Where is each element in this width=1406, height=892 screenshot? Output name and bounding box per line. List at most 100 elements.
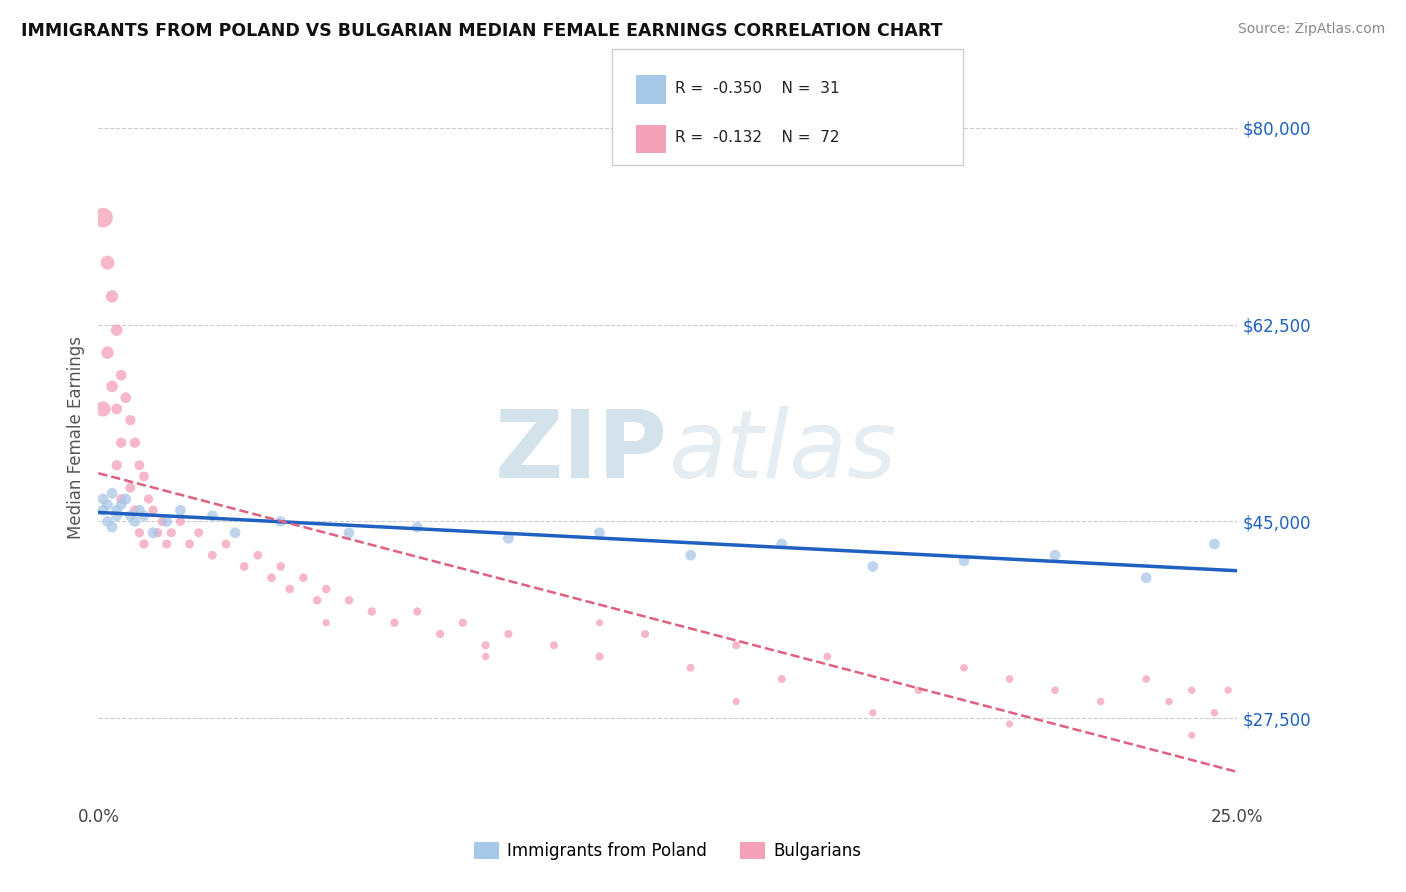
Point: [725, 638, 748, 652]
Point: [498, 627, 520, 641]
Point: [588, 525, 610, 540]
Point: [315, 615, 337, 630]
Point: [260, 571, 283, 585]
Point: [110, 491, 132, 506]
Point: [105, 323, 128, 337]
Point: [110, 435, 132, 450]
Point: [1157, 694, 1180, 708]
Point: [862, 559, 884, 574]
Point: [862, 706, 884, 720]
Text: R =  -0.132    N =  72: R = -0.132 N = 72: [675, 130, 839, 145]
Point: [233, 559, 256, 574]
Point: [360, 605, 382, 619]
Point: [429, 627, 451, 641]
Point: [679, 548, 702, 562]
Y-axis label: Median Female Earnings: Median Female Earnings: [66, 335, 84, 539]
Point: [91, 503, 114, 517]
Point: [169, 503, 191, 517]
Point: [1043, 548, 1066, 562]
Point: [224, 525, 246, 540]
Point: [1218, 683, 1240, 698]
Point: [907, 683, 929, 698]
Point: [124, 503, 146, 517]
Point: [292, 571, 315, 585]
Point: [953, 661, 976, 675]
Point: [543, 638, 565, 652]
Point: [124, 435, 146, 450]
Point: [588, 649, 610, 664]
Point: [105, 503, 128, 517]
Point: [187, 525, 209, 540]
Text: R =  -0.350    N =  31: R = -0.350 N = 31: [675, 81, 839, 96]
Point: [142, 525, 165, 540]
Point: [998, 717, 1021, 731]
Point: [1204, 706, 1226, 720]
Point: [406, 520, 429, 534]
Point: [679, 661, 702, 675]
Point: [128, 458, 150, 473]
Point: [120, 481, 142, 495]
Point: [150, 515, 173, 529]
Point: [246, 548, 269, 562]
Point: [1181, 683, 1204, 698]
Point: [101, 379, 124, 393]
Point: [1204, 537, 1226, 551]
Point: [1135, 571, 1157, 585]
Point: [91, 491, 114, 506]
Point: [215, 537, 238, 551]
Point: [120, 508, 142, 523]
Point: [96, 515, 118, 529]
Point: [156, 537, 179, 551]
Point: [725, 694, 748, 708]
Point: [337, 525, 360, 540]
Point: [307, 593, 329, 607]
Legend: Immigrants from Poland, Bulgarians: Immigrants from Poland, Bulgarians: [474, 842, 862, 860]
Point: [110, 498, 132, 512]
Point: [201, 508, 224, 523]
Point: [270, 515, 292, 529]
Point: [160, 525, 183, 540]
Point: [132, 537, 155, 551]
Point: [146, 525, 169, 540]
Point: [1181, 728, 1204, 742]
Point: [101, 289, 124, 303]
Point: [998, 672, 1021, 686]
Point: [770, 537, 793, 551]
Point: [105, 401, 128, 416]
Text: Source: ZipAtlas.com: Source: ZipAtlas.com: [1237, 22, 1385, 37]
Text: IMMIGRANTS FROM POLAND VS BULGARIAN MEDIAN FEMALE EARNINGS CORRELATION CHART: IMMIGRANTS FROM POLAND VS BULGARIAN MEDI…: [21, 22, 942, 40]
Point: [128, 503, 150, 517]
Point: [105, 458, 128, 473]
Point: [1135, 672, 1157, 686]
Point: [1043, 683, 1066, 698]
Point: [138, 491, 160, 506]
Point: [101, 520, 124, 534]
Point: [132, 469, 155, 483]
Point: [101, 486, 124, 500]
Point: [96, 498, 118, 512]
Point: [270, 559, 292, 574]
Point: [953, 554, 976, 568]
Text: atlas: atlas: [668, 406, 896, 497]
Point: [156, 515, 179, 529]
Point: [474, 649, 496, 664]
Point: [770, 672, 793, 686]
Point: [634, 627, 657, 641]
Point: [114, 491, 136, 506]
Text: ZIP: ZIP: [495, 406, 668, 498]
Point: [278, 582, 301, 596]
Point: [105, 508, 128, 523]
Point: [451, 615, 474, 630]
Point: [91, 211, 114, 225]
Point: [815, 649, 838, 664]
Point: [498, 532, 520, 546]
Point: [96, 255, 118, 269]
Point: [169, 515, 191, 529]
Point: [315, 582, 337, 596]
Point: [124, 515, 146, 529]
Point: [179, 537, 201, 551]
Point: [406, 605, 429, 619]
Point: [201, 548, 224, 562]
Point: [96, 345, 118, 359]
Point: [1090, 694, 1112, 708]
